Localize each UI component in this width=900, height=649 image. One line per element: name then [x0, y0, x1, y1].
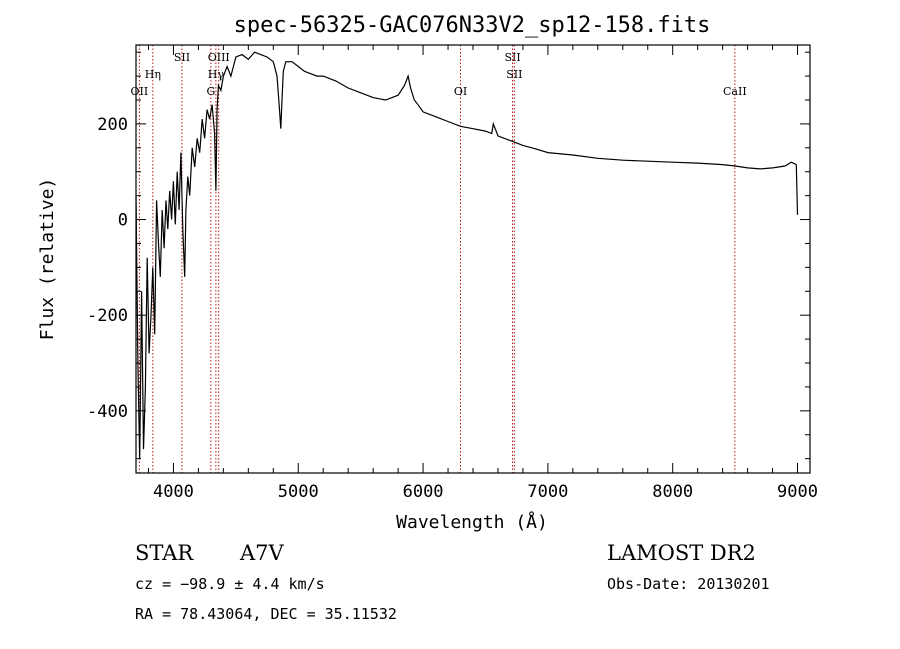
x-tick-label: 9000: [777, 482, 818, 502]
y-tick-label: 0: [118, 211, 128, 231]
emission-line-markers: OII Hη SII G Hγ OIII OI SII SII CaII: [131, 45, 747, 473]
object-class: STAR: [135, 541, 194, 565]
y-axis-label: Flux (relative): [37, 178, 58, 341]
line-marker-label: Hη: [145, 68, 161, 81]
x-tick-label: 7000: [527, 482, 568, 502]
observation-date: Obs-Date: 20130201: [607, 575, 770, 593]
line-marker-label: Hγ: [208, 68, 225, 81]
survey-name: LAMOST DR2: [607, 541, 756, 565]
line-marker-label: SII: [174, 51, 190, 64]
y-tick-label: 200: [97, 115, 128, 135]
redshift-velocity: cz = −98.9 ± 4.4 km/s: [135, 575, 325, 593]
plot-frame: [135, 44, 811, 474]
line-marker-label: OIII: [208, 51, 230, 64]
x-tick-label: 8000: [652, 482, 693, 502]
spectrum-series-line: [135, 51, 799, 459]
line-marker-label: SII: [504, 51, 520, 64]
axis-ticks: 4000 5000 6000 7000 8000 9000 -400 -200 0 200: [87, 45, 818, 502]
x-axis-label: Wavelength (Å): [396, 511, 548, 533]
chart-title: spec-56325-GAC076N33V2_sp12-158.fits: [234, 13, 711, 38]
line-marker-label: G: [206, 85, 215, 98]
y-tick-label: -200: [87, 306, 128, 326]
line-marker-label: OI: [454, 85, 467, 98]
object-subclass: A7V: [239, 541, 285, 565]
x-tick-label: 6000: [403, 482, 444, 502]
coordinates: RA = 78.43064, DEC = 35.11532: [135, 605, 397, 623]
line-marker-label: SII: [506, 68, 522, 81]
line-marker-label: OII: [131, 85, 149, 98]
y-tick-label: -400: [87, 402, 128, 422]
x-tick-label: 5000: [278, 482, 319, 502]
line-marker-label: CaII: [723, 85, 747, 98]
x-tick-label: 4000: [153, 482, 194, 502]
